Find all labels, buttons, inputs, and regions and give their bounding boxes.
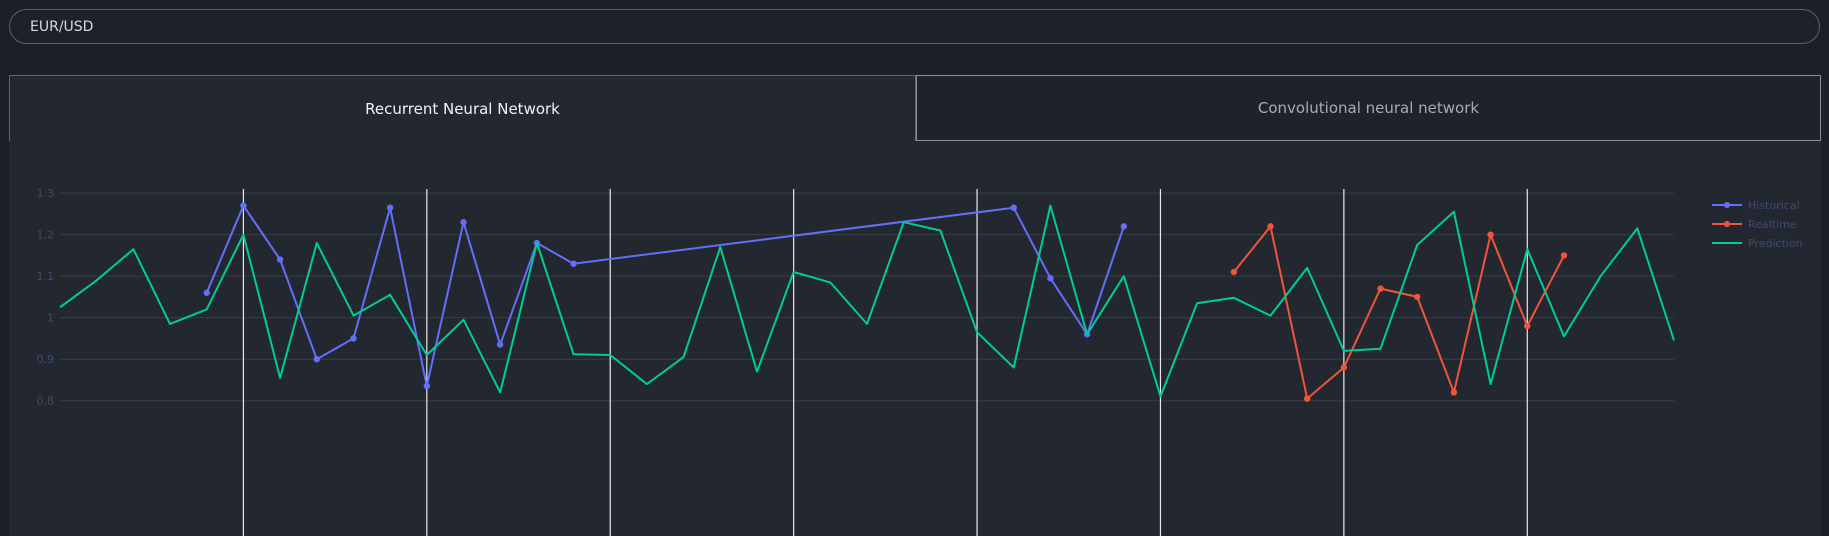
currency-search-input[interactable] <box>30 10 1790 43</box>
model-tabs: Recurrent Neural Network Convolutional n… <box>9 75 1821 141</box>
data-point-realtime <box>1560 252 1568 259</box>
data-point-realtime <box>1450 389 1458 396</box>
data-point-realtime <box>1414 293 1421 301</box>
legend-label-realtime: Realtime <box>1748 218 1797 231</box>
legend-marker-historical <box>1724 202 1730 208</box>
data-point-realtime <box>1524 322 1531 330</box>
data-point-historical <box>1010 204 1017 211</box>
y-tick-label: 1.1 <box>37 270 55 283</box>
data-point-realtime <box>1267 223 1274 230</box>
data-point-realtime <box>1487 231 1494 238</box>
data-point-historical <box>423 382 431 390</box>
data-point-historical <box>203 289 210 296</box>
tab-recurrent-neural-network[interactable]: Recurrent Neural Network <box>9 75 916 141</box>
series-line-realtime <box>1233 225 1565 400</box>
data-point-historical <box>1120 223 1127 230</box>
currency-search-field[interactable] <box>9 9 1820 44</box>
legend-label-prediction: Prediction <box>1748 237 1803 250</box>
data-point-realtime <box>1230 268 1238 276</box>
chart-panel: 0.80.911.11.21.318:4518:5018:5519:0019:0… <box>9 141 1821 536</box>
tab-convolutional-neural-network[interactable]: Convolutional neural network <box>916 75 1821 141</box>
data-point-historical <box>570 260 577 267</box>
data-point-historical <box>496 341 504 348</box>
data-point-realtime <box>1377 285 1384 292</box>
data-point-historical <box>386 204 394 211</box>
data-point-historical <box>460 219 467 226</box>
data-point-historical <box>276 256 284 263</box>
data-point-realtime <box>1340 364 1348 371</box>
data-point-historical <box>240 202 247 209</box>
y-tick-label: 0.9 <box>37 353 55 366</box>
y-tick-label: 1 <box>47 312 54 325</box>
y-tick-label: 1.3 <box>37 187 55 200</box>
data-point-historical <box>1047 275 1054 282</box>
y-tick-label: 0.8 <box>37 395 55 408</box>
data-point-historical <box>350 335 357 342</box>
data-point-realtime <box>1303 395 1311 402</box>
series-line-prediction <box>59 204 1675 398</box>
legend-marker-realtime <box>1724 221 1730 227</box>
y-tick-label: 1.2 <box>37 229 55 242</box>
legend-label-historical: Historical <box>1748 199 1800 212</box>
data-point-historical <box>313 355 320 363</box>
price-chart[interactable]: 0.80.911.11.21.318:4518:5018:5519:0019:0… <box>9 141 1821 536</box>
